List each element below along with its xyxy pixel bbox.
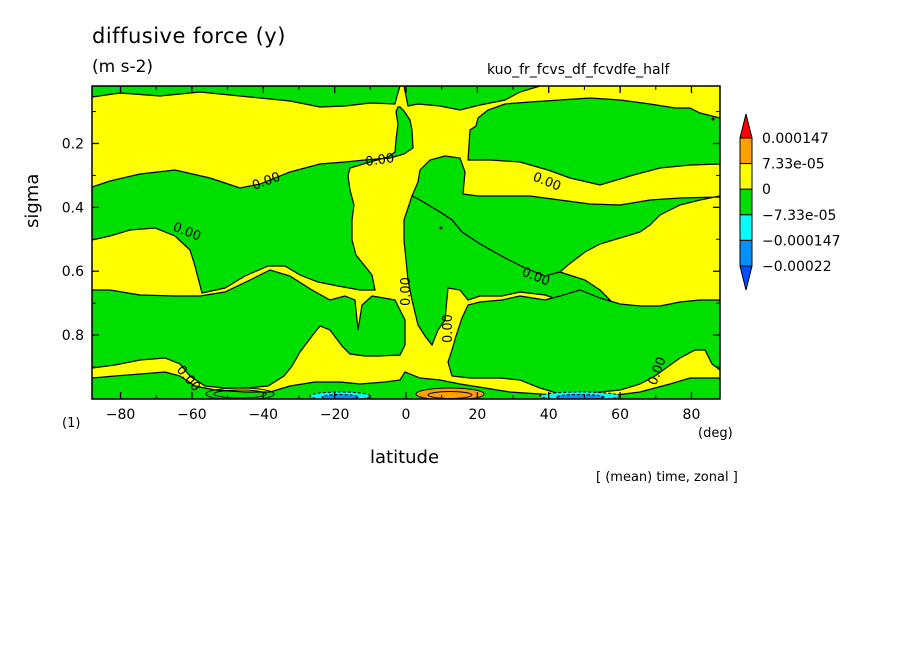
colorbar: 0.000147 7.33e-05 0 −7.33e-05 −0.000147 −0.00… <box>739 113 841 291</box>
colorbar-label: −0.00022 <box>762 259 832 275</box>
x-tick-label: 60 <box>611 407 629 423</box>
x-axis-unit: (deg) <box>698 426 733 441</box>
x-axis-label: latitude <box>370 447 440 468</box>
colorbar-label: 7.33e-05 <box>762 157 825 173</box>
x-tick-label: 0 <box>402 407 411 423</box>
region-contour-ring <box>205 387 275 399</box>
region-contour-ring <box>213 389 267 399</box>
region-negative-right-upper <box>467 86 720 186</box>
colorbar-cap-bottom <box>739 265 753 291</box>
colorbar-swatch <box>739 137 753 165</box>
y-tick-label: 0.4 <box>62 200 84 216</box>
axis-number: (1) <box>62 416 81 431</box>
colorbar-label: −0.000147 <box>762 233 841 249</box>
x-tick-label: −80 <box>106 407 136 423</box>
region-negative-stronger <box>321 394 359 399</box>
region-negative-bottom-center <box>92 371 720 399</box>
colorbar-swatch <box>739 188 753 216</box>
x-tick-label: −60 <box>177 407 207 423</box>
contour-label: 0.00 <box>441 314 456 343</box>
colorbar-label: 0.000147 <box>762 131 829 147</box>
x-tick-label: −20 <box>320 407 350 423</box>
y-tick-label: 0.8 <box>62 328 84 344</box>
contour-dot <box>439 226 443 230</box>
colorbar-label: −7.33e-05 <box>762 208 836 224</box>
contour-field <box>92 86 720 399</box>
y-tick-label: 0.6 <box>62 264 84 280</box>
y-tick-label: 0.2 <box>62 136 84 152</box>
contour-label: 0.00 <box>399 277 414 306</box>
region-negative-center <box>403 195 612 347</box>
colorbar-swatch <box>739 163 753 190</box>
x-tick-label: 80 <box>683 407 701 423</box>
contour-label: 0.00 <box>364 151 395 170</box>
region-negative-top-center <box>403 86 541 111</box>
x-tick-label: 20 <box>468 407 486 423</box>
x-tick-label: −40 <box>248 407 278 423</box>
colorbar-cap-top <box>739 113 753 139</box>
region-negative-bottom-right <box>447 289 720 395</box>
colorbar-swatch <box>739 239 753 267</box>
footnote: [ (mean) time, zonal ] <box>596 470 738 485</box>
region-negative-top-left <box>92 86 401 108</box>
region-negative-stronger <box>555 394 605 399</box>
colorbar-label: 0 <box>762 182 771 198</box>
chart-units: (m s-2) <box>92 57 154 77</box>
region-negative-left-mid <box>92 106 414 294</box>
colorbar-swatch <box>739 214 753 241</box>
run-name: kuo_fr_fcvs_df_fcvdfe_half <box>487 62 670 78</box>
chart-title: diffusive force (y) <box>92 24 286 48</box>
x-tick-label: 40 <box>540 407 558 423</box>
region-contour-ring <box>427 391 473 399</box>
axis-ticks: −80 −60 −40 −20 0 20 40 60 80 0.2 0.4 0.6 0.8 <box>62 86 720 423</box>
region-negative-bottom-left <box>92 269 406 389</box>
contour-dot <box>711 117 715 121</box>
